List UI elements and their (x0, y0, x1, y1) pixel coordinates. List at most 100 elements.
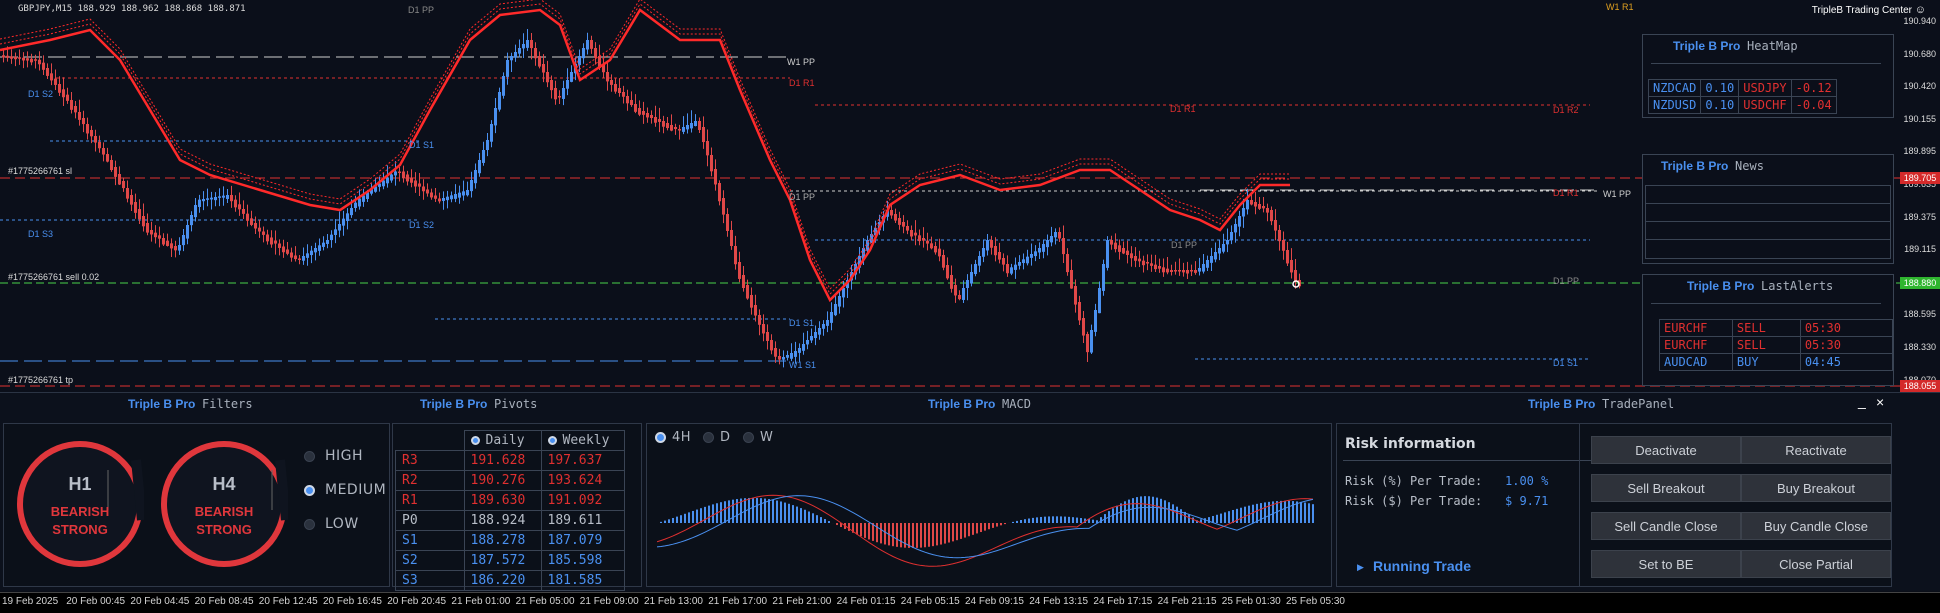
heatmap-row: NZDCAD 0.10 USDJPY -0.12 (1647, 79, 1837, 97)
candle-body (270, 237, 273, 245)
pivot-row: P0 188.924 189.611 (395, 510, 625, 531)
candle-body (946, 265, 949, 279)
candle-body (170, 243, 173, 249)
candle-body (186, 225, 189, 239)
price-tick: 189.375 (1903, 211, 1936, 222)
candle-body (546, 72, 549, 83)
running-trade-toggle[interactable]: Running Trade (1373, 558, 1471, 574)
expand-arrow-icon[interactable]: ▶ (1357, 562, 1364, 572)
buy-breakout-button[interactable]: Buy Breakout (1741, 474, 1891, 502)
close-partial-button[interactable]: Close Partial (1741, 550, 1891, 578)
candle-body (614, 84, 617, 92)
candle-body (302, 256, 305, 261)
candle-body (894, 214, 897, 221)
news-panel: Triple B Pro News (1642, 154, 1894, 264)
candle-body (202, 199, 205, 202)
candle-body (222, 195, 225, 198)
candle-body (790, 353, 793, 359)
impact-low-radio[interactable]: LOW (304, 516, 359, 532)
alert-row[interactable]: EURCHF SELL 05:30 (1659, 319, 1894, 337)
alert-row[interactable]: AUDCAD BUY 04:45 (1659, 353, 1894, 371)
candle-body (538, 56, 541, 67)
alert-row[interactable]: EURCHF SELL 05:30 (1659, 336, 1894, 354)
candle-body (1258, 204, 1261, 209)
candle-body (1158, 266, 1161, 269)
pivot-name: P0 (395, 510, 465, 531)
candle-body (158, 235, 161, 239)
alert-side: SELL (1731, 319, 1801, 337)
candle-body (42, 62, 45, 70)
candle-body (906, 226, 909, 231)
buy-candle-close-button[interactable]: Buy Candle Close (1741, 512, 1891, 540)
level-label: D1 S1 (1553, 358, 1579, 368)
candle-body (1034, 251, 1037, 257)
price-chart[interactable]: GBPJPY,M15 188.929 188.962 188.868 188.8… (0, 0, 1940, 392)
candle-body (98, 142, 101, 149)
candle-body (162, 238, 165, 245)
set-to-be-button[interactable]: Set to BE (1591, 550, 1741, 578)
candle-body (982, 248, 985, 257)
candle-body (978, 256, 981, 266)
candle-body (1018, 262, 1021, 266)
impact-high-radio[interactable]: HIGH (304, 448, 363, 464)
close-button[interactable]: × (1876, 394, 1885, 410)
candle-body (334, 229, 337, 236)
candle-body (706, 141, 709, 156)
candle-body (238, 204, 241, 210)
candle-body (346, 213, 349, 221)
pivot-daily: 186.220 (463, 570, 542, 591)
candle-body (842, 288, 845, 298)
time-tick: 24 Feb 17:15 (1093, 596, 1153, 607)
candle-body (670, 125, 673, 131)
sell-breakout-button[interactable]: Sell Breakout (1591, 474, 1741, 502)
candle-body (934, 246, 937, 253)
alert-side: BUY (1731, 353, 1801, 371)
macd-tf-d[interactable]: D (703, 430, 731, 445)
weekly-column-header[interactable]: Weekly (540, 430, 625, 451)
candle-body (218, 196, 221, 198)
candle-body (730, 230, 733, 247)
candle-body (214, 197, 217, 201)
heatmap-pair[interactable]: USDJPY (1738, 79, 1792, 97)
news-list[interactable] (1645, 185, 1891, 259)
level-label: D1 S3 (28, 229, 54, 239)
impact-medium-radio[interactable]: MEDIUM (304, 482, 386, 498)
heatmap-pair[interactable]: NZDUSD (1647, 96, 1702, 114)
level-label: D1 S2 (28, 89, 54, 99)
candle-body (1182, 270, 1185, 273)
macd-tf-4h[interactable]: 4H (655, 430, 691, 445)
alerts-panel: Triple B Pro LastAlerts EURCHF SELL 05:3… (1642, 274, 1894, 386)
candle-body (774, 348, 777, 357)
macd-tf-w[interactable]: W (743, 430, 773, 445)
candle-body (778, 356, 781, 360)
candle-body (250, 218, 253, 225)
risk-usd-value: $ 9.71 (1505, 494, 1549, 508)
filters-title: Triple B Pro Filters (128, 397, 253, 411)
gauge-h4: H4 BEARISH STRONG (160, 440, 291, 568)
candle-body (710, 155, 713, 172)
candle-body (322, 242, 325, 247)
candle-body (902, 222, 905, 227)
candle-body (938, 248, 941, 257)
heatmap-pair[interactable]: NZDCAD (1647, 79, 1702, 97)
price-chart-canvas[interactable] (0, 0, 1940, 392)
candle-body (30, 58, 33, 63)
minimize-button[interactable]: _ (1858, 393, 1866, 409)
alert-pair: EURCHF (1659, 336, 1733, 354)
pivot-weekly: 181.585 (540, 570, 625, 591)
candle-body (626, 96, 629, 104)
heatmap-pair[interactable]: USDCHF (1738, 96, 1792, 114)
pivots-header-row: Daily Weekly (396, 430, 625, 451)
candle-body (262, 231, 265, 235)
reactivate-button[interactable]: Reactivate (1741, 436, 1891, 464)
pivot-name: R1 (395, 490, 465, 511)
gauge-trend: BEARISH (194, 504, 254, 519)
candle-body (890, 210, 893, 216)
pivot-daily: 187.572 (463, 550, 542, 571)
candle-body (818, 328, 821, 335)
deactivate-button[interactable]: Deactivate (1591, 436, 1741, 464)
daily-column-header[interactable]: Daily (463, 430, 542, 451)
candle-body (582, 48, 585, 59)
pivots-panel: Daily Weekly R3 191.628 197.637 R2 190.276 19… (392, 423, 642, 591)
sell-candle-close-button[interactable]: Sell Candle Close (1591, 512, 1741, 540)
